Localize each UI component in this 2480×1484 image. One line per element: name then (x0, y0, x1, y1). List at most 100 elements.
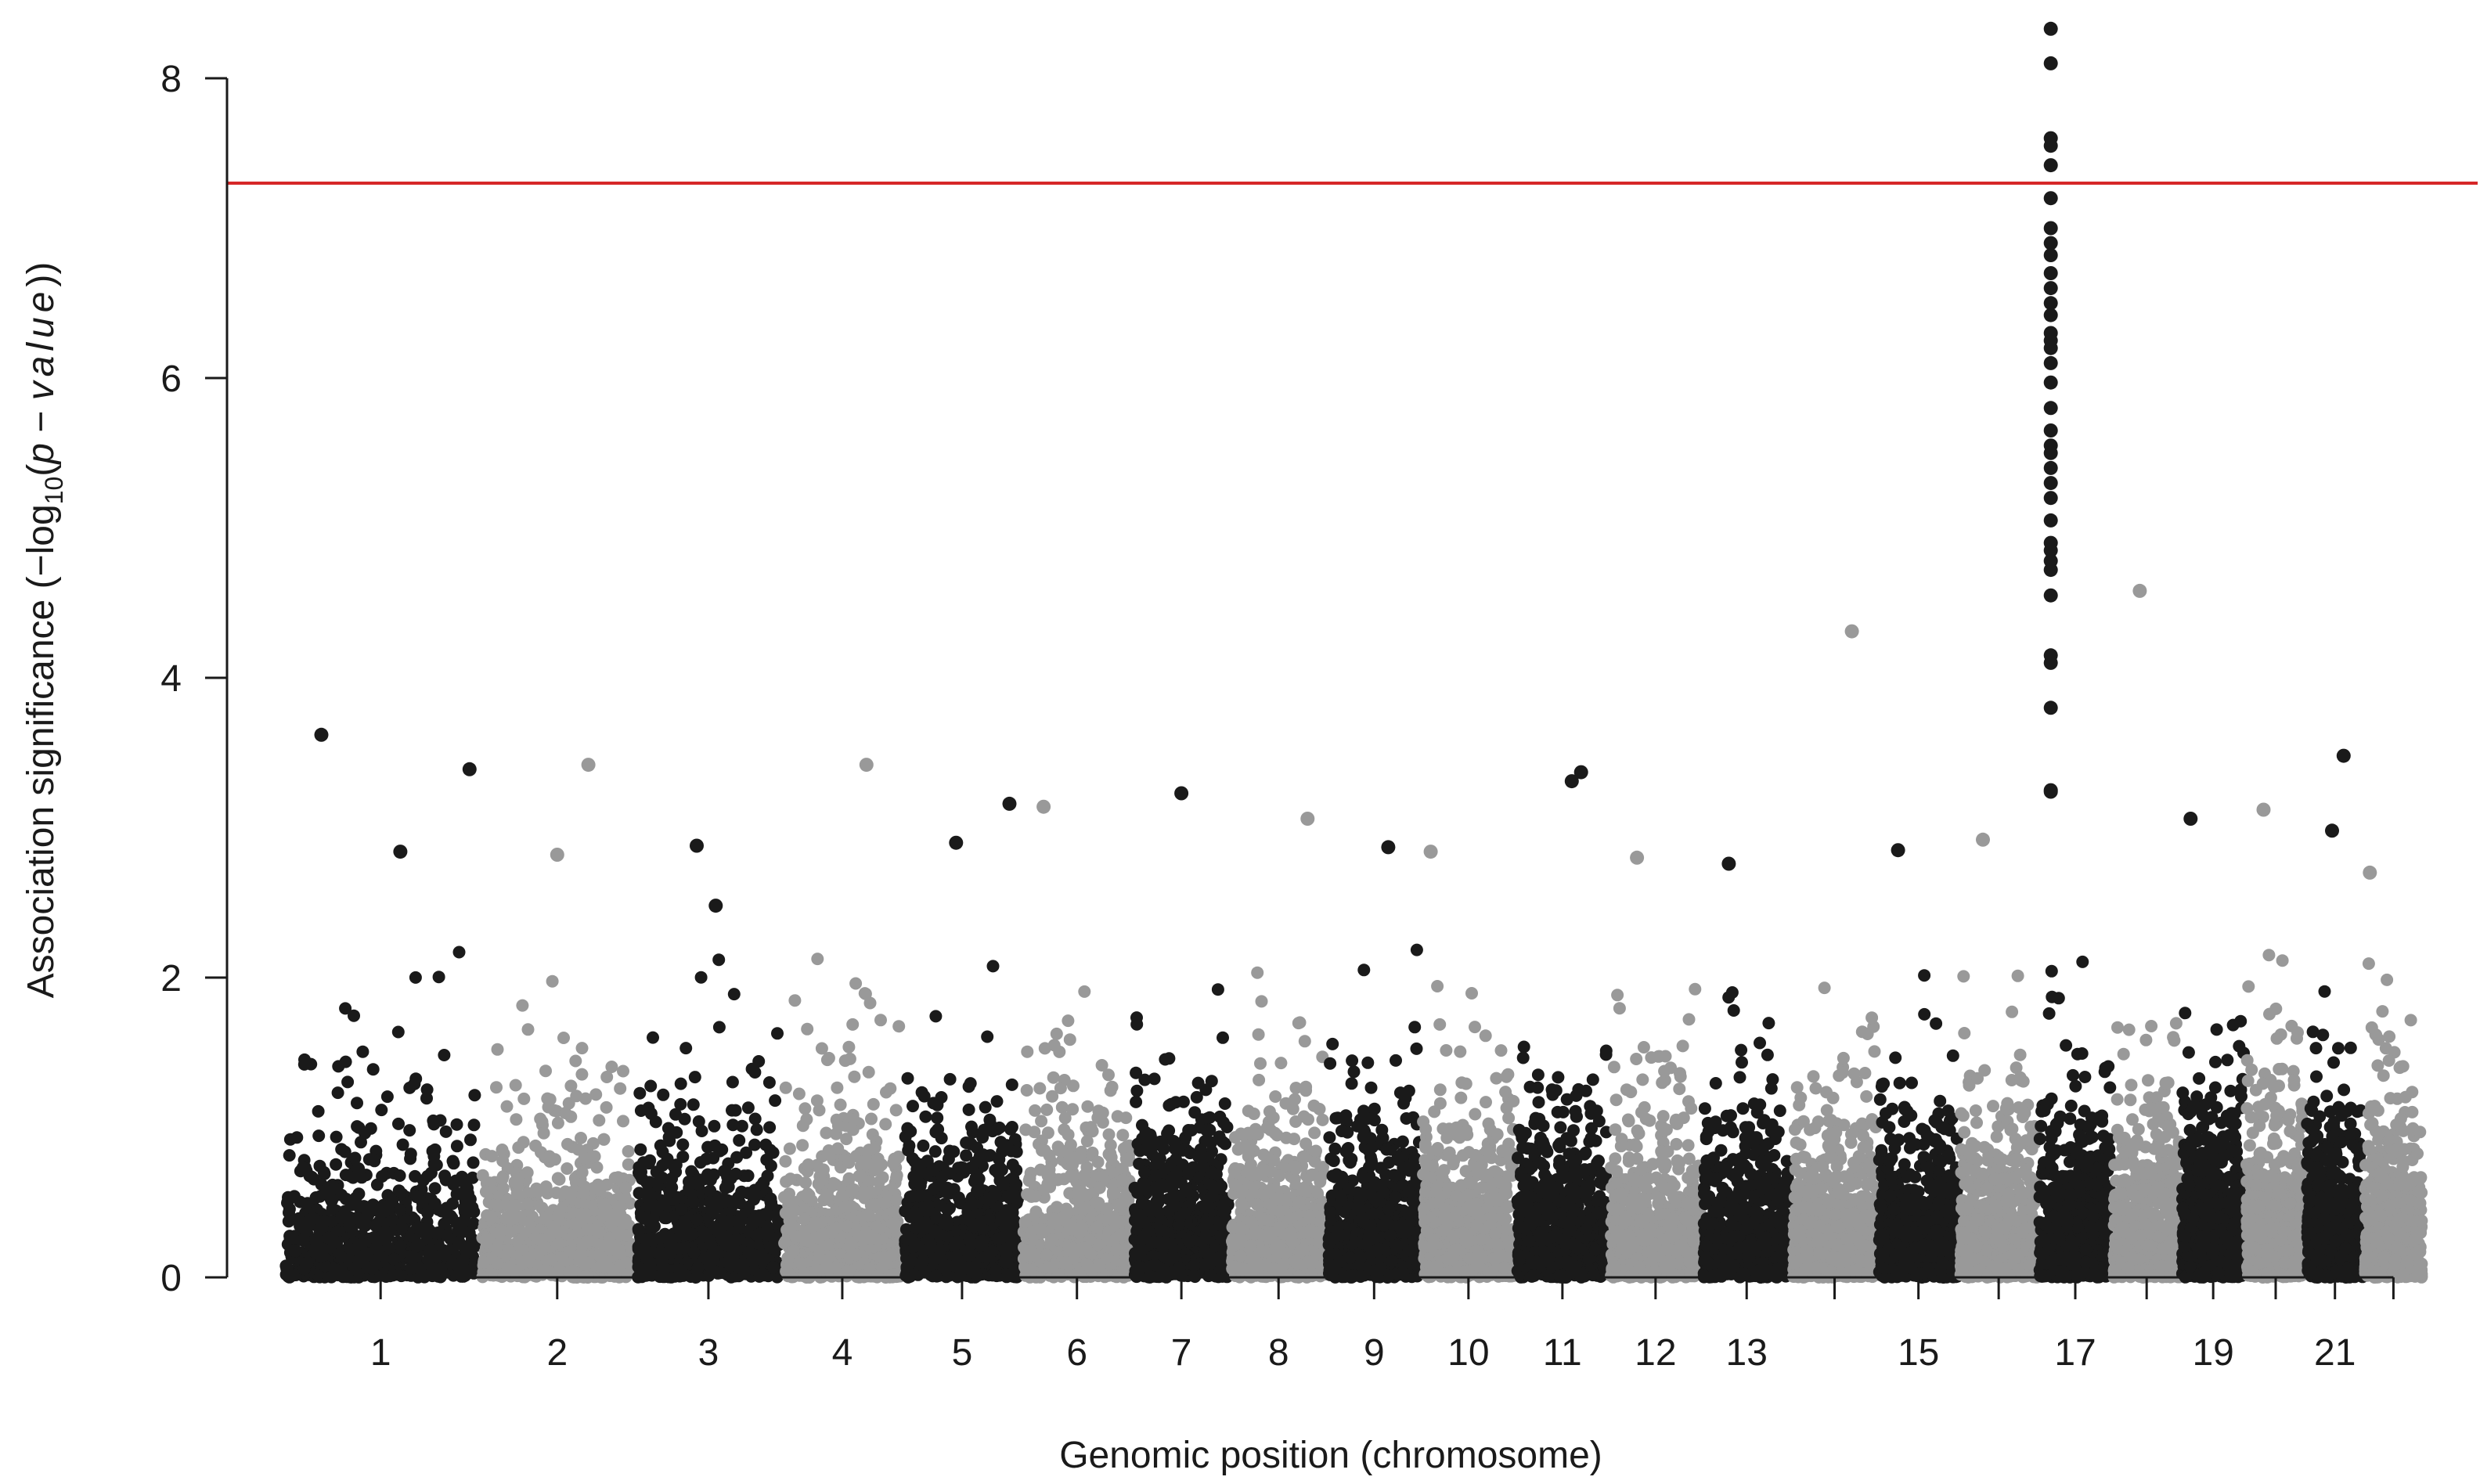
data-point (1080, 1135, 1094, 1147)
data-point (351, 1097, 363, 1110)
data-point (589, 1088, 603, 1101)
data-point (801, 1022, 814, 1036)
data-point (966, 1126, 979, 1139)
data-point (1202, 1201, 1215, 1214)
data-point (676, 1150, 690, 1163)
data-point (516, 999, 529, 1012)
data-point (409, 971, 422, 984)
data-point (990, 1095, 1004, 1108)
data-point (594, 1259, 607, 1273)
data-point (820, 1126, 833, 1140)
data-point (965, 1162, 979, 1175)
data-point (600, 1071, 614, 1083)
data-point (491, 1199, 504, 1212)
data-point (1006, 1206, 1019, 1219)
data-point (783, 1142, 796, 1155)
data-point (450, 1140, 463, 1153)
data-point (951, 1254, 964, 1267)
data-point (848, 1070, 861, 1083)
data-point (611, 1171, 625, 1184)
data-point (420, 1221, 433, 1234)
data-point (297, 1161, 309, 1174)
data-point (1162, 1052, 1176, 1065)
data-point (546, 974, 559, 988)
data-point (656, 1159, 669, 1172)
data-point (707, 1168, 720, 1181)
data-point (531, 1185, 544, 1198)
data-point (332, 1060, 345, 1073)
data-point (613, 1259, 626, 1273)
data-point (723, 1251, 737, 1263)
data-point (960, 1136, 973, 1149)
data-point (428, 1197, 442, 1210)
data-point (679, 1042, 693, 1055)
data-point (612, 1244, 625, 1257)
data-point (379, 1226, 391, 1239)
data-point (411, 1237, 424, 1250)
data-point (510, 1187, 524, 1200)
data-point (846, 1018, 860, 1031)
data-point (1199, 1083, 1213, 1097)
data-point (634, 1143, 647, 1156)
data-point (330, 1263, 343, 1277)
data-point (1214, 1230, 1227, 1243)
data-point (532, 1233, 545, 1246)
data-point (561, 1162, 574, 1175)
data-point (834, 1098, 847, 1111)
data-point (800, 1113, 813, 1126)
data-point (308, 1243, 322, 1255)
data-point (592, 1226, 605, 1239)
data-point (799, 1176, 813, 1189)
data-point (1093, 1258, 1106, 1271)
data-point (1217, 1031, 1229, 1044)
data-point (907, 1100, 919, 1113)
data-point (396, 1138, 409, 1151)
data-point (1052, 1172, 1065, 1186)
data-point (534, 1112, 547, 1126)
data-point (655, 1251, 669, 1264)
data-point (297, 1233, 311, 1245)
data-point (1046, 1234, 1059, 1247)
data-point (1091, 1220, 1104, 1234)
data-point (683, 1175, 695, 1188)
data-point (561, 1137, 574, 1151)
data-point (590, 1161, 604, 1174)
data-point (831, 1081, 844, 1094)
data-point (556, 1251, 569, 1264)
data-point (903, 1139, 916, 1152)
data-point (1062, 1014, 1075, 1028)
data-point (704, 1237, 717, 1250)
data-point (1078, 1201, 1091, 1215)
data-point (1184, 1147, 1197, 1160)
data-point (539, 1064, 552, 1078)
data-point (468, 1089, 481, 1102)
data-point (1198, 1151, 1211, 1164)
data-point (788, 1244, 800, 1258)
data-point (886, 1268, 899, 1281)
data-point (1078, 1241, 1091, 1255)
data-point (564, 1110, 578, 1123)
data-point (901, 1072, 914, 1085)
data-point (637, 1211, 651, 1224)
data-point (432, 971, 445, 984)
data-point (874, 1251, 888, 1264)
data-point (438, 1169, 452, 1183)
data-point (950, 1234, 964, 1248)
data-point (676, 1138, 690, 1151)
data-point (917, 1139, 930, 1152)
data-point (568, 1217, 582, 1230)
data-point (452, 946, 466, 959)
data-point (816, 1227, 830, 1241)
data-point (868, 1141, 881, 1154)
data-point (1128, 1181, 1141, 1194)
data-point (282, 1215, 295, 1228)
data-point (1211, 983, 1224, 996)
data-point (1177, 1095, 1190, 1108)
data-point (1263, 1105, 1276, 1118)
data-point (993, 1162, 1007, 1175)
data-point (919, 1204, 932, 1217)
data-point (640, 1235, 654, 1248)
data-point (1130, 1011, 1143, 1025)
data-point (1183, 1235, 1196, 1248)
